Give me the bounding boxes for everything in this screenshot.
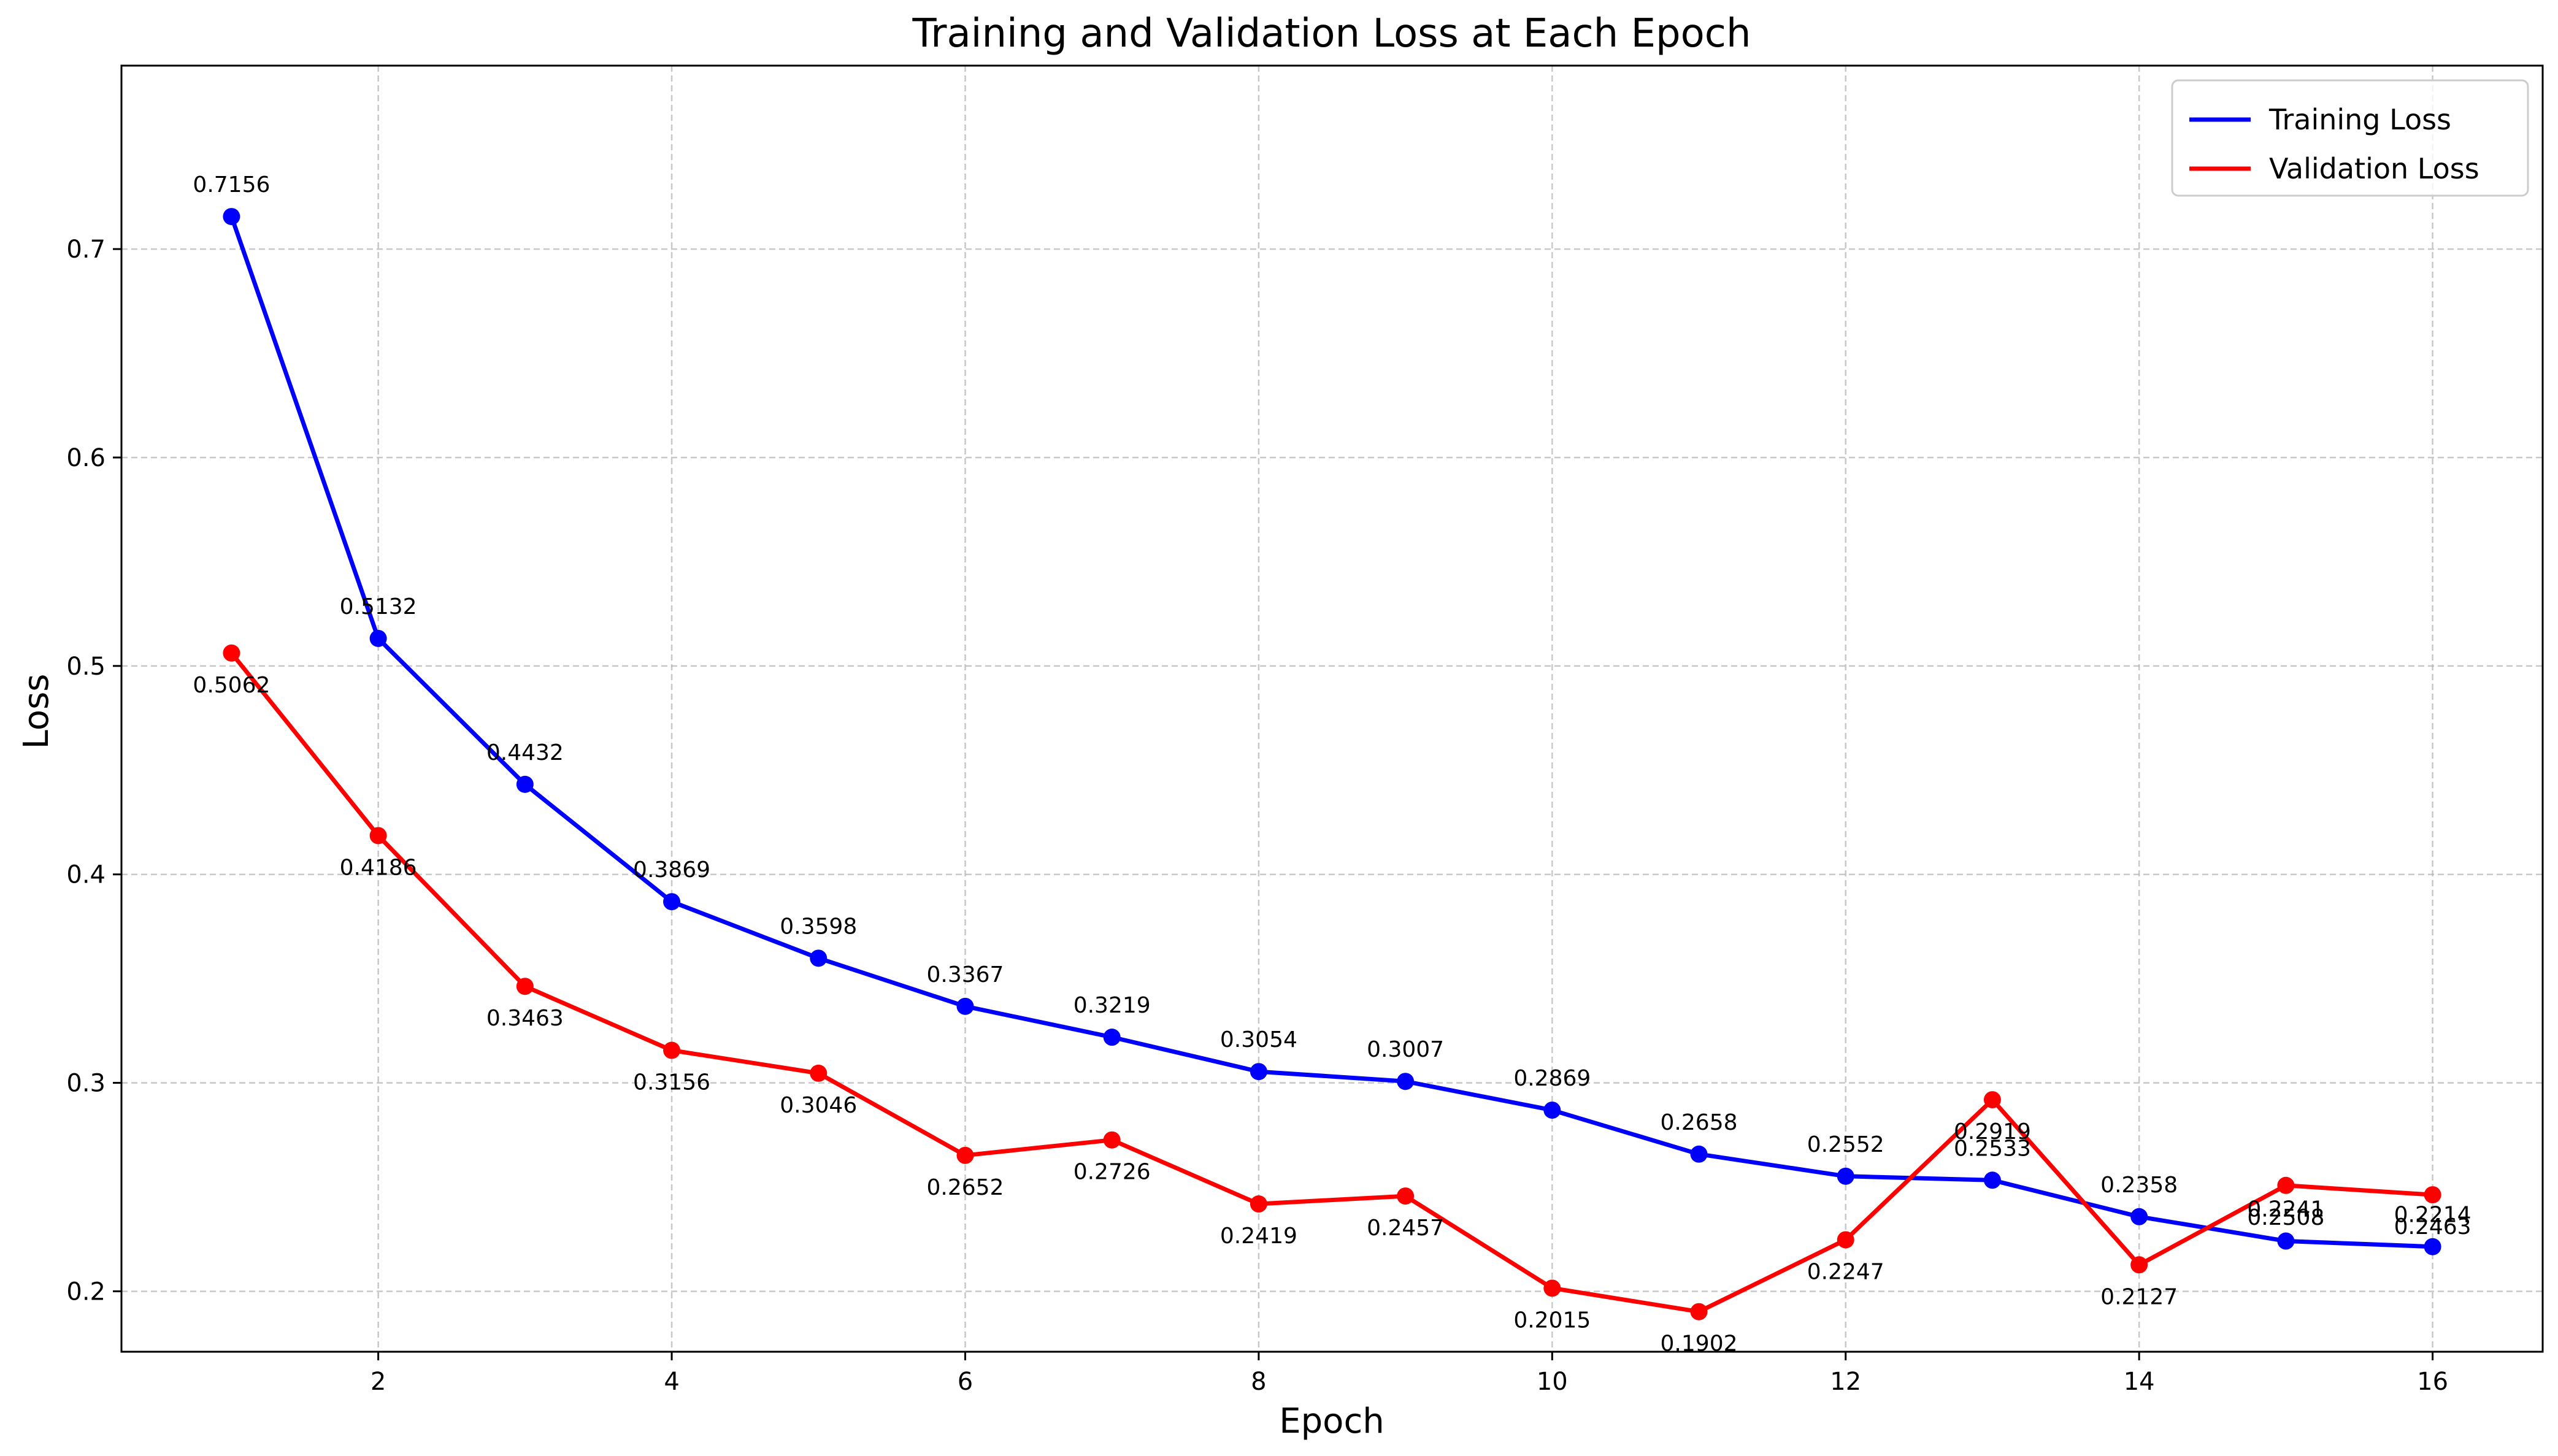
data-point (956, 1146, 974, 1164)
data-point (2130, 1208, 2148, 1225)
y-tick-label: 0.7 (66, 236, 106, 264)
data-label: 0.2919 (1954, 1119, 2031, 1144)
series-lines (229, 215, 2433, 1314)
data-label: 0.2247 (1807, 1259, 1884, 1284)
data-point (956, 997, 974, 1015)
legend: Training Loss Validation Loss (2171, 79, 2529, 197)
data-label: 0.2652 (926, 1175, 1004, 1200)
data-label: 0.3598 (780, 914, 857, 939)
data-point (1397, 1073, 1415, 1090)
x-tick-label: 2 (371, 1368, 386, 1396)
grid (121, 66, 2543, 1352)
y-axis-label: Loss (17, 674, 56, 749)
data-label: 0.4186 (340, 855, 417, 880)
data-label: 0.2552 (1807, 1132, 1884, 1157)
data-point (1397, 1187, 1415, 1205)
x-tick-label: 4 (664, 1368, 679, 1396)
x-tick-label: 10 (1537, 1368, 1568, 1396)
x-tick-label: 6 (958, 1368, 973, 1396)
y-tick-label: 0.5 (66, 653, 106, 681)
data-point (2277, 1176, 2295, 1194)
data-point (1250, 1063, 1267, 1081)
data-point (1983, 1171, 2001, 1189)
data-label: 0.2214 (2394, 1203, 2472, 1228)
series-points (223, 208, 2441, 1320)
legend-box (2171, 79, 2529, 197)
data-point (1543, 1279, 1561, 1297)
data-label: 0.2869 (1513, 1066, 1591, 1091)
series-line-1 (229, 651, 2433, 1314)
data-point (2130, 1256, 2148, 1274)
data-label: 0.2726 (1074, 1160, 1151, 1185)
data-point (223, 208, 240, 226)
data-point (663, 893, 681, 911)
data-label: 0.3054 (1220, 1027, 1297, 1052)
data-point (810, 949, 828, 967)
data-point (2424, 1186, 2441, 1204)
data-point (369, 629, 387, 647)
data-point (1250, 1195, 1267, 1213)
x-tick-label: 14 (2124, 1368, 2155, 1396)
data-point (1690, 1145, 1708, 1163)
data-label: 0.5062 (193, 673, 270, 698)
data-label: 0.2241 (2247, 1197, 2324, 1222)
data-label: 0.3046 (780, 1093, 857, 1118)
x-tick-label: 12 (1830, 1368, 1861, 1396)
data-label: 0.2463 (2394, 1214, 2472, 1240)
data-label: 0.2127 (2100, 1284, 2178, 1309)
data-label: 0.7156 (193, 172, 270, 197)
data-label: 0.2508 (2247, 1205, 2324, 1230)
legend-entry: Validation Loss (2269, 152, 2479, 185)
y-tick-label: 0.2 (66, 1278, 106, 1306)
data-point (1983, 1091, 2001, 1109)
plot-frame (120, 64, 2544, 1353)
x-axis-ticks: 2 4 6 8 10 12 14 16 (371, 1352, 2448, 1396)
data-point (1543, 1102, 1561, 1119)
data-label: 0.4432 (486, 740, 564, 765)
data-label: 0.3007 (1367, 1037, 1444, 1062)
x-axis-label: Epoch (1279, 1401, 1384, 1441)
series-line-0 (229, 215, 2433, 1249)
legend-entry: Training Loss (2268, 103, 2451, 136)
data-label: 0.2533 (1954, 1136, 2031, 1161)
data-label: 0.2457 (1367, 1216, 1444, 1241)
data-point (516, 775, 534, 793)
chart-title: Training and Validation Loss at Each Epo… (912, 11, 1751, 56)
data-point (2424, 1238, 2441, 1255)
data-label: 0.2658 (1661, 1110, 1738, 1135)
data-point (1103, 1029, 1121, 1046)
data-point (1103, 1131, 1121, 1149)
y-tick-label: 0.4 (66, 861, 106, 889)
data-point (369, 827, 387, 845)
data-point (1837, 1231, 1854, 1249)
data-point (1837, 1167, 1854, 1185)
x-tick-label: 16 (2417, 1368, 2448, 1396)
data-label: 0.3156 (633, 1070, 710, 1095)
data-point (223, 644, 240, 662)
data-point (1690, 1303, 1708, 1320)
data-label: 0.2419 (1220, 1224, 1297, 1249)
data-label: 0.1902 (1661, 1331, 1738, 1357)
y-tick-label: 0.6 (66, 444, 106, 472)
data-label: 0.2015 (1513, 1308, 1591, 1333)
data-point (516, 978, 534, 995)
data-point (663, 1041, 681, 1059)
data-point (810, 1064, 828, 1082)
y-tick-label: 0.3 (66, 1070, 106, 1098)
data-label: 0.5132 (340, 594, 417, 619)
data-label: 0.3367 (926, 962, 1004, 987)
data-label: 0.3219 (1074, 993, 1151, 1018)
data-label: 0.3463 (486, 1006, 564, 1031)
data-label: 0.2358 (2100, 1173, 2178, 1198)
y-axis-ticks: 0.2 0.3 0.4 0.5 0.6 0.7 (66, 236, 121, 1306)
data-point (2277, 1232, 2295, 1250)
data-label: 0.3869 (633, 857, 710, 883)
x-tick-label: 8 (1251, 1368, 1266, 1396)
